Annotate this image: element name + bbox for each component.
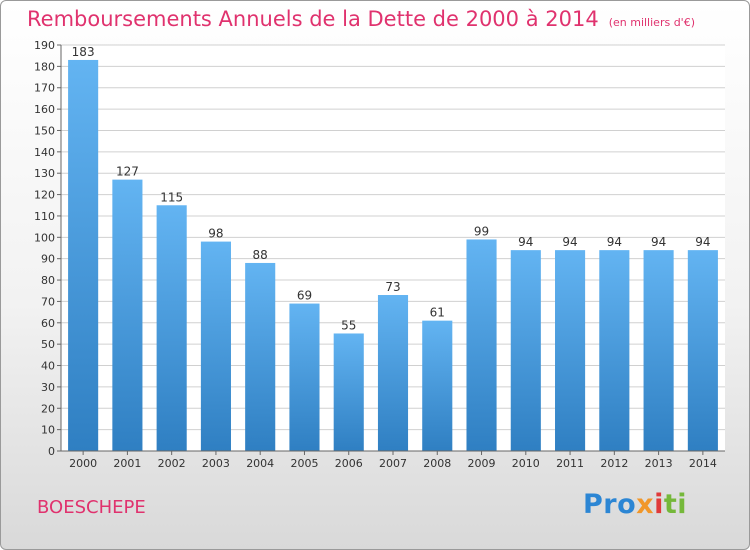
bar-2003: [200, 241, 231, 451]
y-tick-label: 100: [34, 231, 55, 244]
x-tick-label-2007: 2007: [379, 457, 407, 470]
x-tick-label-2013: 2013: [645, 457, 673, 470]
x-tick-labels: 2000 2001 2002 2003 2004 2005 2006 2007 2008 2009…: [69, 451, 717, 470]
bar-2004: [245, 262, 276, 451]
proxiti-logo: Proxiti: [583, 489, 688, 520]
data-label-2011: 94: [562, 235, 577, 249]
chart-title: Remboursements Annuels de la Dette de 20…: [27, 7, 695, 31]
x-tick-label-2014: 2014: [689, 457, 717, 470]
y-tick-label: 130: [34, 167, 55, 180]
y-tick-label: 90: [41, 253, 55, 266]
bar-2000: [68, 59, 99, 452]
bar-2006: [333, 333, 364, 451]
x-tick-label-2003: 2003: [202, 457, 230, 470]
bar-2001: [112, 179, 143, 452]
data-label-2014: 94: [695, 235, 710, 249]
x-tick-label-2010: 2010: [512, 457, 540, 470]
bar-2010: [510, 250, 541, 451]
data-label-2010: 94: [518, 235, 533, 249]
data-label-2001: 127: [116, 165, 139, 179]
city-name: BOESCHEPE: [37, 497, 146, 518]
bar-2013: [643, 250, 674, 451]
data-label-2005: 69: [297, 289, 312, 303]
x-tick-label-2006: 2006: [335, 457, 363, 470]
bars: [68, 59, 718, 452]
y-tick-label: 110: [34, 210, 55, 223]
x-tick-label-2001: 2001: [113, 457, 141, 470]
x-tick-label-2009: 2009: [468, 457, 496, 470]
x-tick-label-2005: 2005: [290, 457, 318, 470]
chart-subtitle: (en milliers d'€): [608, 16, 695, 29]
y-tick-label: 30: [41, 381, 55, 394]
data-label-2007: 73: [385, 280, 400, 294]
data-label-2009: 99: [474, 224, 489, 238]
y-tick-label: 170: [34, 82, 55, 95]
y-tick-label: 40: [41, 360, 55, 373]
bar-2002: [156, 205, 187, 451]
data-label-2004: 88: [253, 248, 268, 262]
y-tick-label: 80: [41, 274, 55, 287]
bar-2012: [599, 250, 630, 451]
chart-title-text: Remboursements Annuels de la Dette de 20…: [27, 7, 599, 31]
data-label-2013: 94: [651, 235, 666, 249]
y-tick-label: 50: [41, 338, 55, 351]
data-label-2003: 98: [208, 227, 223, 241]
data-label-2008: 61: [430, 306, 445, 320]
bar-2009: [466, 239, 497, 451]
data-label-2006: 55: [341, 318, 356, 332]
bar-2014: [687, 250, 718, 451]
y-tick-label: 0: [48, 445, 55, 458]
bar-2008: [422, 320, 453, 451]
y-tick-label: 190: [34, 39, 55, 52]
y-tick-label: 60: [41, 317, 55, 330]
y-tick-label: 180: [34, 60, 55, 73]
bar-2007: [377, 295, 409, 451]
y-tick-label: 70: [41, 295, 55, 308]
data-label-2000: 183: [72, 45, 95, 59]
data-labels: 183 127 115 98 88 69 55 73 61 99 94 94 94 94 94: [72, 45, 711, 333]
x-tick-label-2008: 2008: [423, 457, 451, 470]
x-tick-label-2011: 2011: [556, 457, 584, 470]
y-tick-labels: 0 10 20 30 40 50 60 70 80 90 100 110 120 130 140 150 160…: [34, 39, 61, 458]
y-tick-label: 20: [41, 402, 55, 415]
data-label-2002: 115: [160, 190, 183, 204]
data-label-2012: 94: [607, 235, 622, 249]
y-tick-label: 150: [34, 124, 55, 137]
bar-2011: [555, 250, 586, 451]
x-tick-label-2004: 2004: [246, 457, 274, 470]
y-tick-label: 140: [34, 146, 55, 159]
y-tick-label: 160: [34, 103, 55, 116]
x-tick-label-2002: 2002: [158, 457, 186, 470]
bar-2005: [289, 303, 320, 451]
x-tick-label-2000: 2000: [69, 457, 97, 470]
y-tick-label: 120: [34, 189, 55, 202]
y-tick-label: 10: [41, 424, 55, 437]
x-tick-label-2012: 2012: [600, 457, 628, 470]
